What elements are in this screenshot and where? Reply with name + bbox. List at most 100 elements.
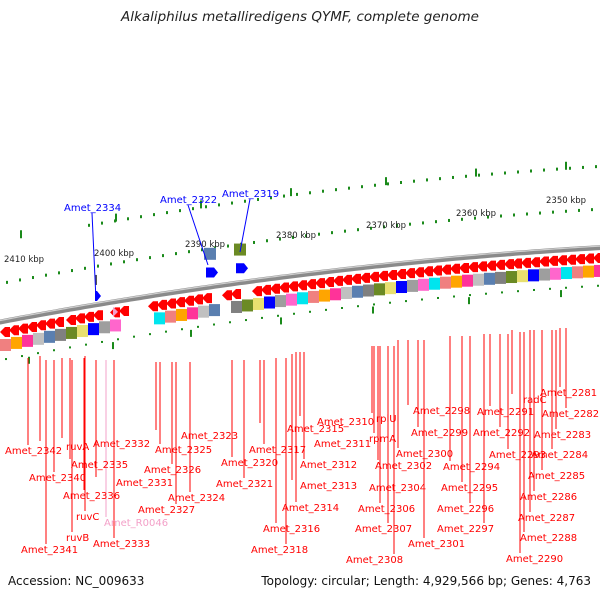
reverse-gene-arrow	[222, 290, 232, 301]
gc-dot	[165, 330, 167, 333]
cog-box	[99, 321, 110, 334]
cog-box	[204, 247, 216, 260]
reverse-gene-label: Amet_2326	[144, 465, 201, 476]
tick-dot	[487, 215, 489, 219]
cog-box	[187, 307, 198, 320]
reverse-gene-arrow	[512, 258, 522, 269]
tick-dot	[309, 191, 311, 195]
gc-dot	[517, 290, 519, 293]
reverse-gene-label: Amet_2332	[93, 439, 150, 450]
cog-box	[341, 287, 352, 300]
tick-dot	[448, 218, 450, 222]
cog-box	[506, 271, 517, 284]
tick-dot	[84, 266, 86, 270]
cog-box	[44, 330, 55, 343]
accession-text: Accession: NC_009633	[8, 574, 145, 588]
gc-dot	[69, 346, 71, 349]
reverse-gene-arrow	[184, 295, 194, 306]
reverse-gene-label: Amet_2317	[249, 445, 306, 456]
gc-dot	[277, 314, 279, 317]
reverse-gene-label: Amet_2298	[413, 406, 470, 417]
reverse-gene-label: Amet_2288	[520, 533, 577, 544]
reverse-gene-arrow	[202, 293, 212, 304]
reverse-gene-arrow	[378, 270, 388, 281]
cog-box	[539, 268, 550, 281]
tick-dot	[556, 167, 558, 171]
tick-dot	[348, 186, 350, 190]
tick-dot	[361, 185, 363, 189]
cog-box	[0, 339, 11, 351]
tick-dot	[201, 248, 203, 252]
reverse-gene-arrow	[396, 269, 406, 280]
tick-dot	[322, 189, 324, 193]
gc-dot	[197, 325, 199, 328]
tick-dot	[526, 212, 528, 216]
reverse-gene-label: Amet_2311	[314, 439, 371, 450]
reverse-gene-arrow	[459, 262, 469, 273]
reverse-gene-arrow	[148, 301, 158, 312]
gc-tick	[280, 317, 282, 325]
reverse-gene-arrow	[387, 269, 397, 280]
scale-label: 2360 kbp	[456, 209, 496, 219]
tick-dot	[335, 188, 337, 192]
reverse-gene-arrow	[369, 271, 379, 282]
reverse-gene-arrow	[360, 272, 370, 283]
cog-box	[561, 267, 572, 280]
tick-dot	[32, 276, 34, 280]
reverse-gene-label: Amet_2315	[287, 424, 344, 435]
major-tick	[200, 200, 202, 209]
reverse-gene-arrow	[342, 274, 352, 285]
gc-dot	[325, 308, 327, 311]
cog-box	[429, 277, 440, 290]
cog-box	[209, 304, 220, 317]
cog-box	[242, 299, 253, 312]
reverse-gene-label: Amet_2312	[300, 460, 357, 471]
reverse-gene-label: Amet_2333	[93, 539, 150, 550]
gc-dot	[533, 288, 535, 291]
scale-label: 2400 kbp	[94, 249, 134, 259]
major-tick	[385, 177, 387, 186]
cog-box	[374, 283, 385, 296]
tick-dot	[426, 178, 428, 182]
scale-labels: 2410 kbp 2400 kbp 2390 kbp 2380 kbp 2370 kbp…	[4, 196, 586, 265]
tick-dot	[175, 252, 177, 256]
reverse-gene-arrow	[315, 278, 325, 289]
tick-dot	[318, 232, 320, 236]
reverse-gene-label: Amet_2318	[251, 545, 308, 556]
reverse-gene-arrow	[27, 321, 37, 332]
cog-box	[451, 275, 462, 288]
gc-dot	[37, 352, 39, 355]
gc-dot	[21, 355, 23, 358]
backbone-highlight	[0, 245, 600, 322]
reverse-gene-arrow	[450, 263, 460, 274]
reverse-gene-label: Amet_2286	[520, 492, 577, 503]
reverse-gene-arrow	[252, 286, 262, 297]
leader-line	[91, 212, 97, 301]
cog-box	[462, 274, 473, 287]
cog-box	[286, 293, 297, 306]
tick-dot	[422, 221, 424, 225]
cog-box	[88, 323, 99, 336]
tick-dot	[97, 264, 99, 268]
reverse-gene-label: Amet_2299	[411, 428, 468, 439]
reverse-gene-label: Amet_2306	[358, 504, 415, 515]
tick-dot	[257, 197, 259, 201]
reverse-gene-label: Amet_2291	[477, 407, 534, 418]
forward-gene-label: Amet_2334	[64, 203, 121, 214]
tick-dot	[504, 171, 506, 175]
gc-dot	[133, 335, 135, 338]
gc-dot	[261, 316, 263, 319]
reverse-gene-arrow	[54, 317, 64, 328]
reverse-gene-arrow	[530, 257, 540, 268]
reverse-gene-label: Amet_2304	[369, 483, 426, 494]
gc-content-track	[5, 284, 599, 364]
tick-dot	[101, 221, 103, 225]
forward-gene-arrow	[95, 290, 101, 301]
gc-tick	[560, 290, 562, 298]
tick-dot	[435, 220, 437, 224]
gc-tick	[112, 342, 114, 350]
gc-dot	[101, 340, 103, 343]
cog-box	[319, 289, 330, 302]
tick-dot	[305, 234, 307, 238]
